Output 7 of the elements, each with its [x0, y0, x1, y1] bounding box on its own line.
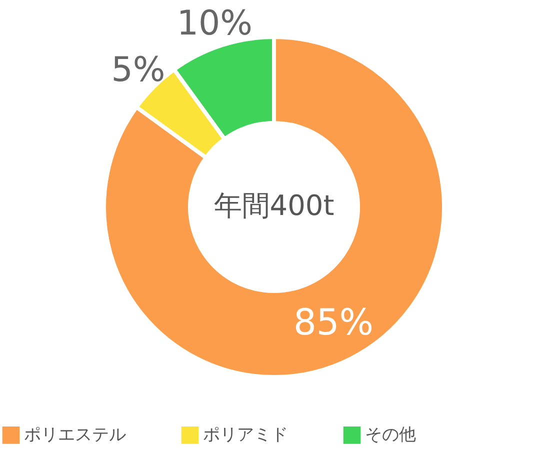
legend-label: ポリエステル	[24, 425, 126, 446]
data-label: 85%	[293, 302, 374, 344]
legend-label: その他	[365, 425, 416, 446]
data-label: 5%	[111, 50, 166, 90]
data-label: 10%	[176, 3, 252, 44]
text: 年間400t	[214, 189, 334, 222]
legend-label: ポリアミド	[203, 425, 288, 446]
